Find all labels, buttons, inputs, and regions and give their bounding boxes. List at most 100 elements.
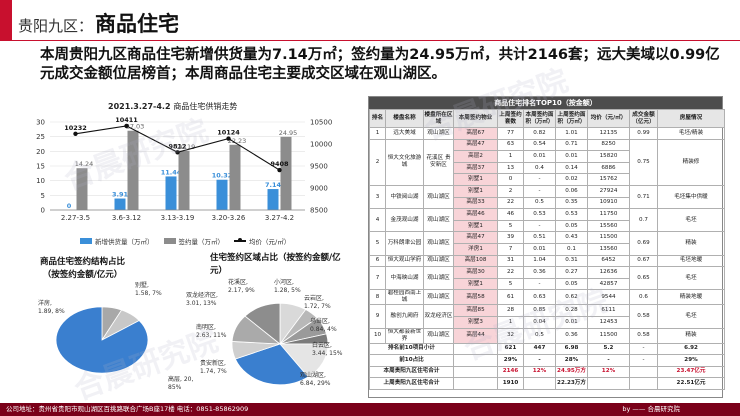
property-cell: 高层47 [453,231,498,244]
pie2-label-shuanglong: 双龙经济区, 3.01, 13% [186,292,218,307]
summary-cell: 6.92 [657,342,725,356]
price-cell: 12453 [587,315,630,329]
legend-price-label: 均价（元/㎡） [249,238,291,246]
status-cell: 毛坯地暖 [657,254,725,268]
y2-tick-label: 9000 [310,185,328,193]
units-cell: 13 [497,161,524,175]
price-cell: 15762 [587,173,630,186]
data-label-price: 10124 [217,129,240,137]
pie-slice [55,306,149,374]
legend-supply-label: 新增供货量（万㎡） [95,238,154,246]
y-tick-label: 15 [36,163,45,171]
summary-cell: 6.98 [555,342,588,356]
rank-cell: 2 [369,138,386,186]
price-cell: 9544 [587,289,630,306]
amount-cell: 0.99 [629,127,658,140]
units-cell: 63 [497,138,524,152]
last-area-cell: 0.35 [555,196,588,210]
district-cell: 观山湖区 [423,231,454,256]
table-row: 9 融创九阙府 双龙经济区 高层85 28 0.85 0.28 6111 0.58 毛坯 [369,304,725,329]
x-tick-label: 3.20-3.26 [212,214,246,222]
table-row: 高层2 1 0.01 0.01 15820 [370,150,725,163]
status-cell: 精装 [657,327,725,344]
x-tick-label: 3.27-4.2 [265,214,294,222]
data-label-sign: 20.19 [177,143,196,151]
district-cell: 双龙经济区 [423,304,454,329]
area-cell: 0.63 [523,289,556,306]
property-cell: 高层67 [453,127,498,140]
y-tick-label: 10 [36,177,45,185]
district-cell: 观山湖区 [423,127,454,140]
project-name-cell: 远大美域 [385,127,424,140]
district-cell: 观山湖区 [423,254,454,268]
last-area-cell: 1.01 [555,127,588,140]
pie2-label-guian: 贵安新区, 1.74, 7% [200,360,227,375]
region-label: 贵阳九区 [18,17,79,35]
table-cell [453,354,498,367]
table-cell [453,342,498,356]
data-label-sign: 27.03 [126,123,145,131]
price-point [277,167,282,173]
footer-bar: 公司地址：贵州省贵阳市观山湖区百挑路联合广场B座17楼 电话：0851-8586… [0,403,740,416]
amount-cell: 0.71 [629,184,658,210]
y-tick-label: 5 [41,192,45,200]
units-cell: 31 [497,254,524,268]
legend-sign: 签约量（万㎡） [163,236,224,246]
page-title: 贵阳九区：商品住宅 [18,8,179,38]
property-cell: 洋房1 [453,242,498,256]
project-name-cell: 万科朗聿公园 [385,231,424,256]
units-cell: 77 [497,127,524,140]
table-summary-row: 上周贵阳九区住宅合计 1910 22.23万方 22.51亿元 [369,377,725,390]
pie2-label-yunyan: 云岩区, 1.72, 7% [304,295,331,310]
footer-address: 公司地址：贵州省贵阳市观山湖区百挑路联合广场B座17楼 电话：0851-8586… [6,405,249,413]
summary-cell: 23.47亿元 [657,365,725,379]
property-cell: 高层30 [453,266,498,279]
last-area-cell: 0.27 [555,266,588,279]
structure-pie-chart [55,306,149,374]
project-name-cell: 恒大观山学府 [385,254,424,268]
units-cell: 0 [497,173,524,186]
last-area-cell: 0.28 [555,304,588,317]
area-cell: 0.4 [523,161,556,175]
summary-cell: 12% [523,365,556,379]
summary-label-cell: 排名前10项目小计 [369,342,454,356]
summary-cell: 1910 [497,377,524,390]
price-point [73,131,78,136]
status-cell: 毛坯集中供暖 [657,184,725,210]
title-separator: ： [78,17,94,35]
pie2-label-guanshanhu: 观山湖区, 6.84, 29% [300,372,331,387]
table-row: 1 远大美域 观山湖区 高层67 77 0.82 1.01 12135 0.99 毛坯/精装 [369,127,725,140]
price-cell: 6452 [587,254,630,268]
bar-supply [216,179,228,210]
last-area-cell: 0.71 [555,138,588,152]
price-point [175,150,180,155]
area-cell: - [523,277,556,291]
pie1-title: 商品住宅签约结构占比 （按签约金额/亿元） [40,256,125,282]
table-header-row: 排名 楼盘名称 楼盘所在区域 本周签约物业 上周签约套数 本周签约面积（万㎡） 上周签约面积… [369,109,725,128]
bar-sign [127,130,139,210]
table-header-cell: 上周签约面积（万㎡） [555,109,588,128]
pie1-label-villa: 别墅, 1.58, 7% [135,282,162,297]
data-label-supply: 10.32 [212,172,233,180]
price-cell: 13560 [587,242,630,256]
data-label-supply: 7.14 [265,181,282,189]
units-cell: 39 [497,231,524,244]
y-tick-label: 20 [36,148,45,156]
bar-supply [114,198,126,210]
y-tick-label: 0 [41,207,45,215]
property-cell: 别墅1 [453,277,498,291]
project-name-cell: 融创九阙府 [385,304,424,329]
data-label-supply: 0 [67,202,72,210]
district-cell: 观山湖区 [423,208,454,233]
last-area-cell: 0.36 [555,327,588,344]
units-cell: 28 [497,304,524,317]
price-cell: 11500 [587,327,630,344]
last-area-cell: 0.1 [555,242,588,256]
table-title: 商品住宅排名TOP10（按金额） [369,97,722,109]
summary-cell: - [523,354,556,367]
bar-sign [229,144,241,210]
amount-cell: 0.58 [629,327,658,344]
price-cell: 8250 [587,138,630,152]
property-cell: 高层33 [453,196,498,210]
last-area-cell: 0.05 [555,219,588,233]
